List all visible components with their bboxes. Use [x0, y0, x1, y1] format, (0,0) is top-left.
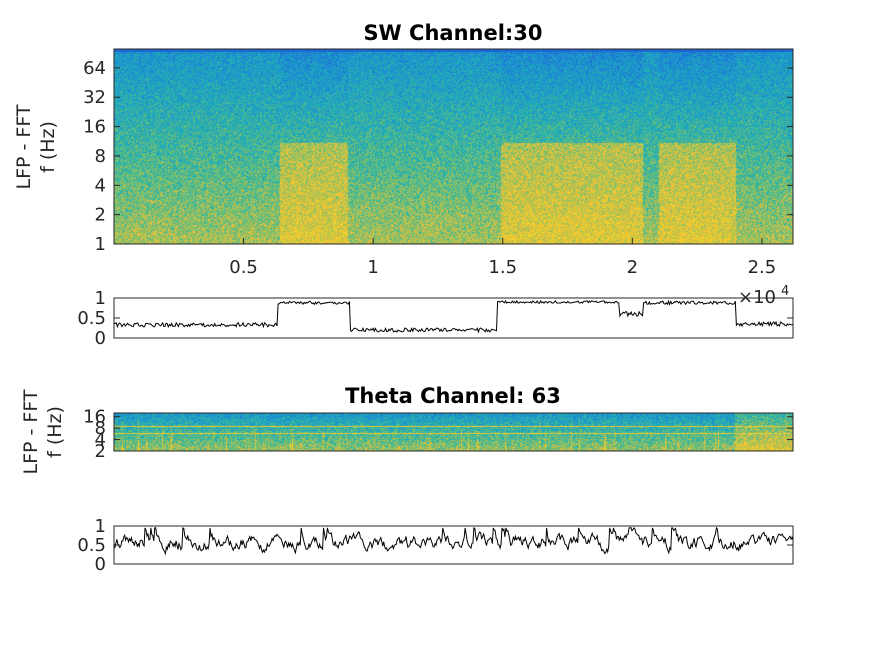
sw-x-ticks: 0.5 1 1.5 2 2.5 — [229, 238, 776, 278]
theta-trace-line — [113, 526, 794, 556]
sw-trace-ytick-label: 0 — [95, 328, 106, 349]
sw-xtick-label: 2 — [627, 257, 638, 278]
sw-spectrogram-frame — [113, 48, 794, 245]
sw-xtick-label: 1 — [367, 257, 378, 278]
sw-spectrogram-image — [114, 49, 793, 244]
sw-ytick-label: 32 — [83, 87, 106, 108]
sw-y-ticks: 1 2 4 8 16 32 64 — [83, 58, 793, 255]
sw-xtick-label: 2.5 — [748, 257, 777, 278]
sw-ytick-label: 64 — [83, 58, 106, 79]
theta-spectrogram-image — [114, 413, 793, 451]
theta-ylabel-line2: f (Hz) — [44, 406, 66, 458]
sw-ytick-label: 16 — [83, 117, 106, 138]
theta-ytick-label: 2 — [95, 441, 106, 462]
sw-ytick-label: 1 — [95, 234, 106, 255]
sw-ytick-label: 4 — [95, 175, 106, 196]
theta-trace-frame — [113, 525, 794, 565]
sw-xtick-label: 0.5 — [229, 257, 258, 278]
theta-ytick-label: 4 — [95, 430, 106, 451]
theta-ytick-label: 16 — [83, 407, 106, 428]
x-multiplier-base: ×10 — [738, 287, 776, 308]
sw-ylabel-line2: f (Hz) — [37, 121, 59, 173]
sw-trace-frame — [113, 297, 794, 339]
theta-trace-ytick-label: 0 — [95, 554, 106, 575]
theta-trace-ytick-label: 0.5 — [77, 535, 106, 556]
sw-trace-y-ticks: 00.51 — [77, 288, 793, 349]
sw-ylabel-line1: LFP - FFT — [13, 104, 35, 189]
theta-ytick-label: 8 — [95, 418, 106, 439]
sw-trace-ytick-label: 1 — [95, 288, 106, 309]
theta-trace-ytick-label: 1 — [95, 516, 106, 537]
sw-trace-line — [113, 299, 794, 334]
theta-spectrogram-frame — [113, 412, 794, 452]
x-multiplier-power: 4 — [781, 284, 789, 299]
sw-ytick-label: 8 — [95, 146, 106, 167]
theta-trace-y-ticks: 00.51 — [77, 516, 793, 575]
theta-ylabel-line1: LFP - FFT — [20, 389, 42, 474]
sw-title: SW Channel:30 — [363, 21, 542, 45]
sw-xtick-label: 1.5 — [488, 257, 517, 278]
theta-title: Theta Channel: 63 — [345, 384, 561, 408]
sw-ytick-label: 2 — [95, 205, 106, 226]
sw-trace-ytick-label: 0.5 — [77, 308, 106, 329]
